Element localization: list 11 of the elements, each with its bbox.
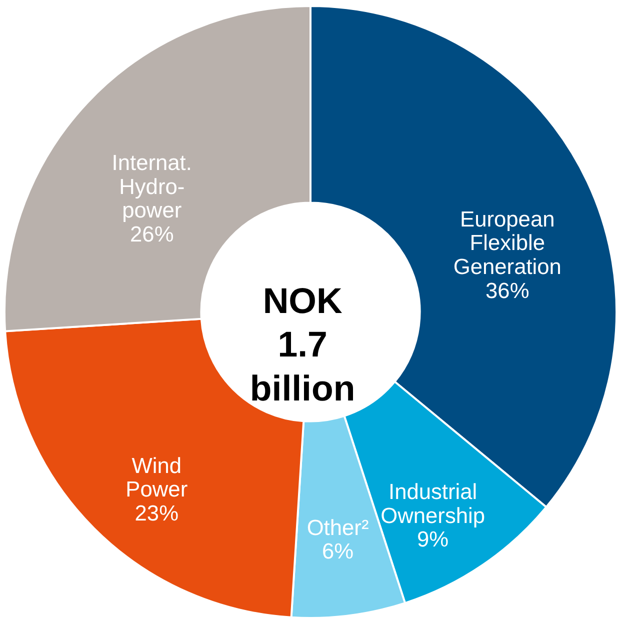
data-label: 36%: [486, 278, 530, 303]
slice-label: Internat. Hydro- power: [112, 150, 192, 223]
data-label: 23%: [134, 500, 178, 526]
data-label: 9%: [417, 526, 449, 552]
data-label: 26%: [130, 222, 174, 247]
slice-label: Wind Power: [126, 452, 188, 502]
slice-label: Industrial Ownership: [380, 478, 486, 528]
slice-label: European Flexible Generation: [453, 206, 562, 279]
slice-label: Other²: [306, 514, 369, 540]
text: NOK 1.7 billion: [250, 280, 356, 408]
data-label: 6%: [322, 538, 354, 564]
